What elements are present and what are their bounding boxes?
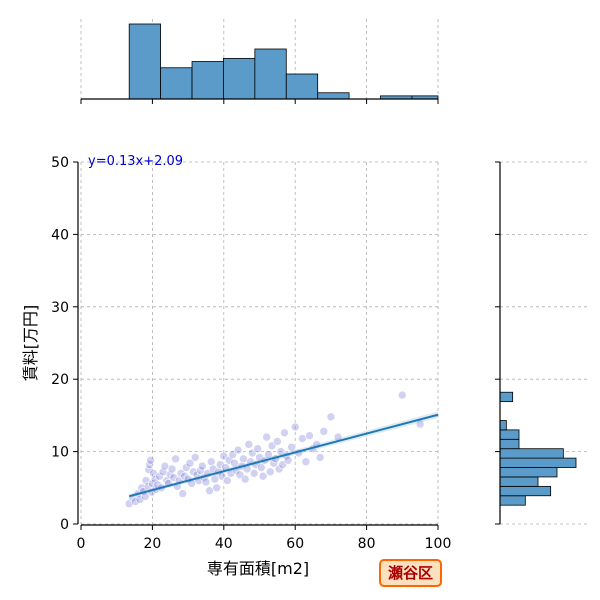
scatter-point bbox=[244, 440, 254, 449]
scatter-point bbox=[319, 427, 329, 436]
regression-line-group bbox=[128, 411, 439, 498]
x-tick-label: 60 bbox=[286, 536, 304, 552]
scatter-point bbox=[160, 461, 170, 471]
scatter-point bbox=[180, 471, 189, 481]
x-hist-bar bbox=[317, 92, 350, 100]
scatter-point bbox=[397, 390, 407, 400]
y-hist-bar bbox=[499, 495, 526, 506]
y-hist-bar bbox=[499, 438, 520, 450]
scatter-point bbox=[253, 444, 263, 454]
scatter-point bbox=[256, 463, 266, 472]
y-hist-bar bbox=[499, 391, 514, 403]
scatter-point bbox=[280, 428, 289, 438]
tick-labels: 0 20 40 60 80 100 0 10 20 30 40 50 bbox=[51, 155, 451, 552]
y-hist-bar bbox=[499, 476, 539, 487]
scatter-point bbox=[233, 445, 243, 455]
scatter-point bbox=[265, 467, 275, 477]
scatter-point bbox=[178, 489, 188, 498]
scatter-point bbox=[239, 454, 248, 464]
y-tick-label: 0 bbox=[60, 517, 69, 533]
scatter-point bbox=[145, 460, 154, 469]
y-hist-bar bbox=[499, 485, 552, 497]
scatter-point bbox=[212, 483, 221, 493]
y-tick-label: 40 bbox=[51, 227, 69, 243]
scatter-point bbox=[269, 458, 279, 468]
scatter-point bbox=[146, 455, 155, 465]
y-marginal-histogram bbox=[499, 391, 577, 506]
x-hist-bar bbox=[191, 61, 224, 100]
scatter-point bbox=[198, 461, 207, 471]
scatter-point bbox=[223, 476, 232, 485]
scatter-point bbox=[305, 431, 314, 440]
scatter-point bbox=[176, 469, 186, 478]
y-tick-label: 10 bbox=[51, 445, 69, 461]
y-tick-label: 20 bbox=[51, 372, 69, 388]
scatter-point bbox=[258, 471, 268, 481]
scatter-point bbox=[189, 467, 198, 477]
scatter-point bbox=[274, 464, 284, 474]
scatter-point bbox=[315, 453, 325, 462]
x-marginal-histogram bbox=[128, 23, 439, 100]
scatter-points bbox=[124, 390, 425, 509]
x-axis-label: 専有面積[m2] bbox=[207, 559, 309, 578]
regression-equation: y=0.13x+2.09 bbox=[88, 154, 183, 169]
scatter-point bbox=[182, 463, 191, 472]
scatter-point bbox=[185, 458, 195, 468]
x-tick-label: 80 bbox=[358, 536, 376, 552]
y-hist-bar bbox=[499, 448, 564, 459]
scatter-point bbox=[190, 453, 200, 462]
scatter-point bbox=[301, 457, 311, 467]
scatter-point bbox=[130, 497, 140, 506]
x-hist-bar bbox=[160, 67, 193, 100]
scatter-point bbox=[169, 473, 179, 482]
scatter-point bbox=[249, 469, 259, 478]
scatter-point bbox=[155, 471, 164, 481]
y-hist-bar bbox=[499, 420, 507, 431]
axes bbox=[73, 98, 501, 530]
scatter-point bbox=[171, 454, 180, 464]
scatter-point bbox=[326, 412, 336, 422]
x-tick-label: 0 bbox=[77, 536, 86, 552]
scatter-point bbox=[240, 474, 250, 484]
ward-badge-label: 瀬谷区 bbox=[388, 564, 433, 582]
scatter-point bbox=[273, 437, 282, 446]
x-hist-bar bbox=[223, 57, 256, 100]
scatter-point bbox=[207, 457, 216, 467]
regression-line bbox=[128, 413, 439, 498]
scatter-point bbox=[290, 422, 300, 432]
x-hist-bar bbox=[128, 23, 162, 100]
scatter-point bbox=[283, 455, 293, 465]
y-hist-bar bbox=[499, 429, 520, 440]
scatter-point bbox=[201, 477, 211, 487]
y-hist-bar bbox=[499, 457, 577, 468]
scatter-point bbox=[208, 464, 218, 474]
scatter-point bbox=[167, 464, 177, 474]
x-tick-label: 20 bbox=[143, 536, 161, 552]
scatter-point bbox=[135, 495, 145, 504]
scatter-point bbox=[215, 460, 225, 469]
x-tick-label: 40 bbox=[215, 536, 233, 552]
x-tick-label: 100 bbox=[425, 536, 452, 552]
y-hist-bar bbox=[499, 467, 558, 478]
scatter-point bbox=[205, 486, 214, 495]
ward-badge: 瀬谷区 bbox=[379, 559, 442, 587]
scatter-point bbox=[262, 432, 271, 442]
scatter-point bbox=[287, 442, 296, 452]
x-hist-bar bbox=[254, 48, 287, 100]
scatter-point bbox=[298, 434, 307, 443]
y-tick-label: 30 bbox=[51, 300, 69, 316]
x-hist-bar bbox=[285, 73, 319, 100]
y-axis-label: 賃料[万円] bbox=[21, 305, 40, 382]
y-tick-label: 50 bbox=[51, 155, 69, 171]
